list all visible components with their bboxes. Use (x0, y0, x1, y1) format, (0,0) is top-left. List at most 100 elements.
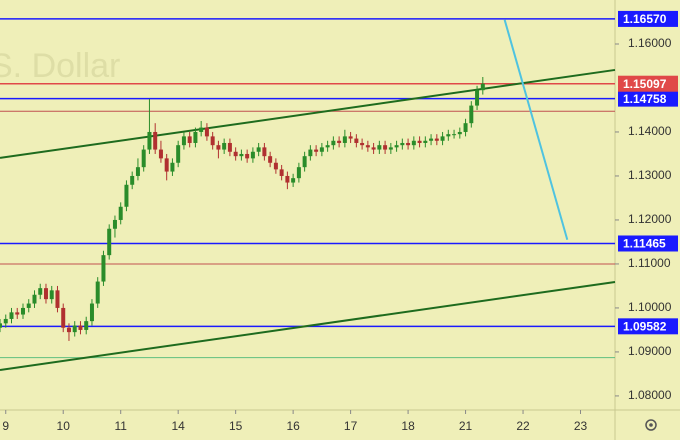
candle-body (394, 145, 399, 148)
candle-body (348, 136, 353, 139)
y-tick-label: 1.08000 (628, 388, 672, 402)
candle-body (314, 149, 319, 152)
x-tick-label: 14 (171, 419, 185, 433)
candle-body (480, 83, 485, 91)
candle-body (193, 131, 198, 143)
candle-body (417, 140, 422, 143)
candle-body (210, 136, 215, 146)
candle-body (475, 90, 480, 106)
x-tick-label: 22 (516, 419, 530, 433)
price-label-box (618, 318, 678, 335)
candle-body (164, 158, 169, 172)
x-tick-label: 9 (2, 419, 9, 433)
candle-body (0, 323, 2, 328)
candle-body (319, 147, 324, 152)
candle-body (107, 228, 112, 256)
candle-body (49, 290, 54, 300)
candle-body (89, 303, 94, 322)
y-tick-label: 1.13000 (628, 168, 672, 182)
candle-body (78, 325, 83, 330)
candle-body (199, 127, 204, 132)
candle-body (26, 303, 31, 308)
candle-body (112, 219, 117, 229)
trend-line (0, 280, 616, 371)
gear-hub[interactable] (649, 423, 653, 427)
candle-body (130, 175, 135, 185)
y-tick-label: 1.16000 (628, 36, 672, 50)
candle-body (325, 145, 330, 148)
x-tick-label: 18 (401, 419, 415, 433)
candle-body (135, 167, 140, 176)
x-tick-label: 11 (114, 419, 127, 433)
candle-body (371, 147, 376, 150)
candle-body (250, 151, 255, 159)
candle-body (434, 138, 439, 141)
candle-body (187, 136, 192, 143)
gear[interactable] (645, 419, 657, 431)
candle-body (9, 312, 14, 319)
candle-body (273, 162, 278, 170)
y-tick-label: 1.11000 (628, 256, 671, 270)
candle-body (388, 147, 393, 150)
candle-body (296, 167, 301, 179)
price-label: 1.14758 (623, 92, 667, 106)
candle-body (411, 140, 416, 146)
candle-body (239, 153, 244, 157)
price-label-box (618, 75, 678, 92)
candle-body (331, 140, 336, 146)
candle-body (95, 281, 100, 304)
candle-body (308, 149, 313, 157)
trend-line (0, 68, 616, 159)
candle-body (377, 145, 382, 150)
candle-body (222, 142, 227, 150)
trend-line (503, 19, 569, 241)
candle-body (383, 145, 388, 150)
candle-body (43, 288, 48, 300)
candle-body (452, 134, 457, 136)
candle-body (66, 327, 71, 333)
x-tick-label: 21 (459, 419, 473, 433)
candle-body (285, 175, 290, 183)
candle-body (342, 136, 347, 143)
candle-body (61, 307, 66, 328)
candle-body (423, 140, 428, 143)
candle-body (204, 127, 209, 137)
x-tick-label: 23 (574, 419, 588, 433)
watermark: S. Dollar (0, 47, 120, 85)
y-tick-label: 1.10000 (628, 300, 672, 314)
x-tick-label: 15 (229, 419, 243, 433)
candle-body (440, 136, 445, 141)
candle-body (181, 136, 186, 146)
candle-body (337, 140, 342, 143)
candle-body (446, 134, 451, 137)
price-label-box (618, 90, 678, 107)
candle-body (176, 145, 181, 163)
x-tick-label: 10 (57, 419, 71, 433)
candle-body (32, 294, 37, 304)
candle-body (141, 149, 146, 168)
candle-body (245, 153, 250, 159)
candle-body (15, 312, 20, 315)
candle-body (72, 325, 77, 333)
candle-body (262, 147, 267, 157)
candle-body (302, 156, 307, 168)
candle-body (3, 318, 8, 324)
candle-body (170, 162, 175, 172)
candle-body (84, 321, 89, 330)
candle-body (20, 307, 25, 315)
price-label: 1.09582 (623, 320, 667, 334)
candle-body (55, 290, 60, 308)
y-tick-label: 1.09000 (628, 344, 672, 358)
price-label: 1.15097 (623, 77, 667, 91)
candle-body (227, 142, 232, 152)
candle-body (124, 184, 129, 207)
candle-body (469, 105, 474, 124)
price-label-box (618, 235, 678, 252)
candle-body (291, 178, 296, 183)
candle-body (406, 142, 411, 146)
y-tick-label: 1.12000 (628, 212, 672, 226)
price-label: 1.11465 (623, 237, 666, 251)
settings-icon[interactable] (645, 419, 657, 431)
